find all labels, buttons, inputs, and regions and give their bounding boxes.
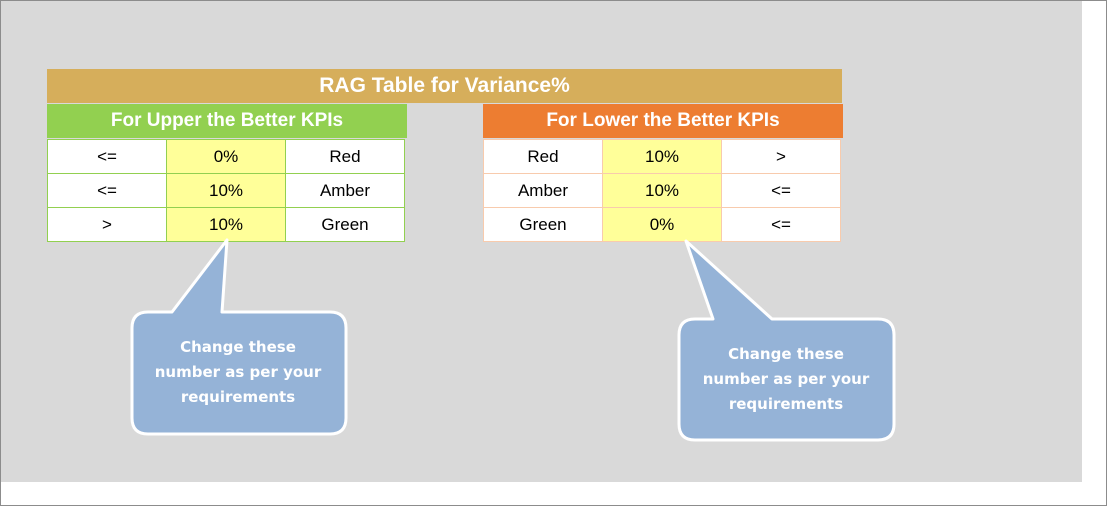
- upper-better-table: <= 0% Red <= 10% Amber > 10% Green: [47, 139, 405, 242]
- status-cell[interactable]: Green: [483, 207, 603, 242]
- callout-line: Change these: [180, 338, 296, 356]
- left-callout-text: Change these number as per your requirem…: [142, 335, 334, 410]
- table-row: Green 0% <=: [483, 207, 841, 242]
- callout-line: number as per your: [154, 363, 322, 381]
- status-cell[interactable]: Green: [285, 207, 405, 242]
- callout-line: requirements: [180, 388, 296, 406]
- callout-line: requirements: [728, 395, 844, 413]
- table-row: <= 0% Red: [47, 139, 405, 174]
- operator-cell[interactable]: >: [47, 207, 167, 242]
- threshold-cell[interactable]: 10%: [166, 173, 286, 208]
- threshold-cell[interactable]: 10%: [602, 173, 722, 208]
- threshold-cell[interactable]: 10%: [602, 139, 722, 174]
- rag-table-title: RAG Table for Variance%: [47, 69, 842, 103]
- threshold-cell[interactable]: 0%: [166, 139, 286, 174]
- status-cell[interactable]: Red: [483, 139, 603, 174]
- operator-cell[interactable]: <=: [721, 207, 841, 242]
- status-cell[interactable]: Amber: [483, 173, 603, 208]
- threshold-cell[interactable]: 10%: [166, 207, 286, 242]
- operator-cell[interactable]: <=: [47, 173, 167, 208]
- lower-better-table: Red 10% > Amber 10% <= Green 0% <=: [483, 139, 841, 242]
- operator-cell[interactable]: <=: [721, 173, 841, 208]
- table-row: Red 10% >: [483, 139, 841, 174]
- callout-line: Change these: [728, 345, 844, 363]
- callout-line: number as per your: [702, 370, 870, 388]
- table-row: <= 10% Amber: [47, 173, 405, 208]
- right-callout-text: Change these number as per your requirem…: [688, 342, 884, 417]
- table-row: > 10% Green: [47, 207, 405, 242]
- threshold-cell[interactable]: 0%: [602, 207, 722, 242]
- table-row: Amber 10% <=: [483, 173, 841, 208]
- upper-better-header: For Upper the Better KPIs: [47, 104, 407, 138]
- operator-cell[interactable]: <=: [47, 139, 167, 174]
- operator-cell[interactable]: >: [721, 139, 841, 174]
- status-cell[interactable]: Amber: [285, 173, 405, 208]
- lower-better-header: For Lower the Better KPIs: [483, 104, 843, 138]
- status-cell[interactable]: Red: [285, 139, 405, 174]
